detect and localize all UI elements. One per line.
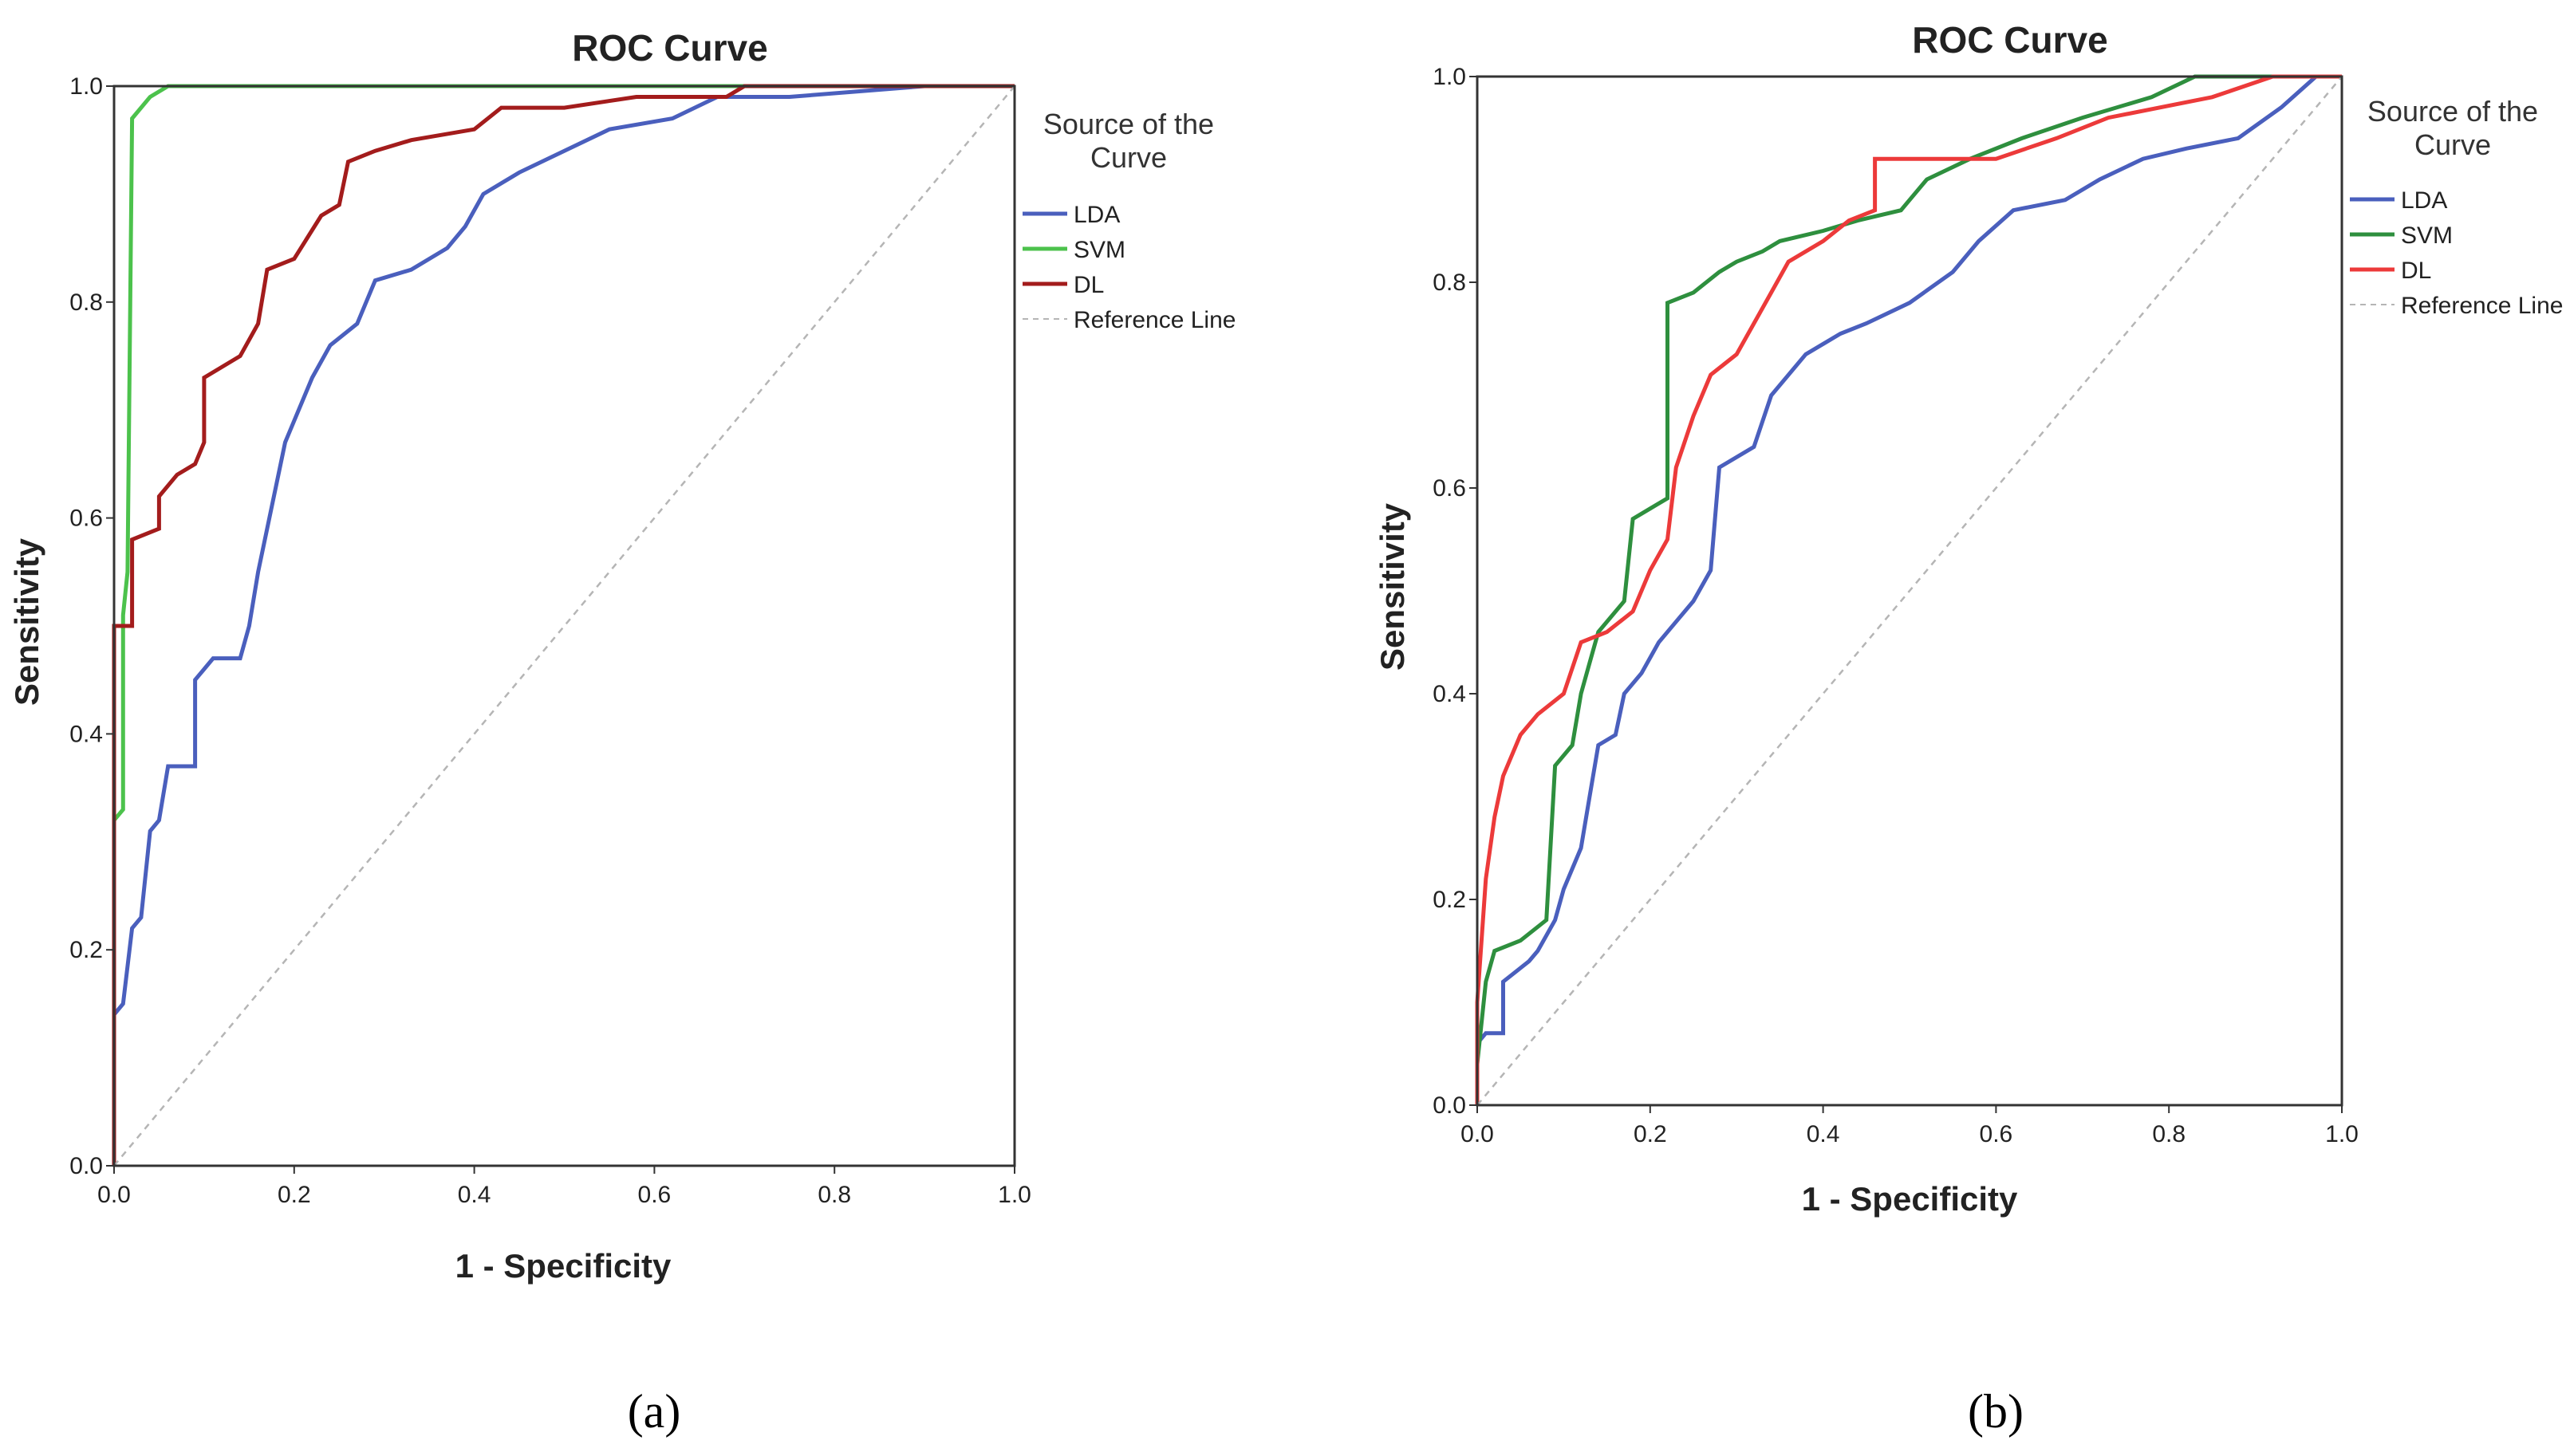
- y-tick-label: 0.6: [1433, 475, 1466, 502]
- y-tick-label: 0.2: [69, 937, 103, 963]
- roc-panel-a: ROC Curve 0.0 0.2 0.4 0.6 0.8 1.0 0.0 0.2 0.4 0.6…: [8, 27, 1236, 1285]
- legend: Source of the Curve LDA SVM DL Reference Li…: [2350, 95, 2563, 319]
- caption-a: (a): [628, 1385, 681, 1438]
- y-tick-label: 0.4: [1433, 681, 1466, 707]
- caption-b: (b): [1968, 1385, 2024, 1438]
- chart-title: ROC Curve: [1912, 19, 2107, 61]
- legend-title-line-2: Curve: [1090, 141, 1167, 174]
- x-tick-label: 0.6: [1980, 1121, 2013, 1147]
- x-tick-label: 1.0: [2325, 1121, 2359, 1147]
- x-tick-label: 0.0: [97, 1182, 131, 1208]
- x-tick-label: 0.8: [2152, 1121, 2186, 1147]
- x-tick-label: 1.0: [998, 1182, 1031, 1208]
- legend-title-line-1: Source of the: [1043, 108, 1214, 140]
- series-line-lda: [112, 84, 1015, 1166]
- plot-frame: [112, 85, 1016, 1167]
- x-tick-label: 0.0: [1460, 1121, 1494, 1147]
- y-tick-label: 0.6: [69, 506, 103, 532]
- legend-label-lda: LDA: [2401, 187, 2447, 214]
- legend-label-dl: DL: [1074, 272, 1104, 298]
- x-tick-label: 0.4: [458, 1182, 491, 1208]
- legend-title-line-1: Source of the: [2367, 95, 2538, 128]
- series-line-dl: [112, 84, 1015, 1166]
- series-line-lda: [1475, 74, 2342, 1105]
- legend-label-reference-line: Reference Line: [2401, 293, 2563, 319]
- chart-title: ROC Curve: [572, 27, 767, 69]
- x-tick-label: 0.2: [1634, 1121, 1667, 1147]
- legend: Source of the Curve LDA SVM DL Reference Li…: [1023, 108, 1236, 333]
- y-axis-label: Sensitivity: [8, 537, 45, 706]
- x-tick-label: 0.6: [638, 1182, 672, 1208]
- legend-label-svm: SVM: [2401, 222, 2453, 249]
- roc-panel-b: ROC Curve 0.0 0.2 0.4 0.6 0.8 1.0 0.0 0.2 0.4 0.6…: [1374, 19, 2563, 1218]
- series-line-svm: [112, 84, 1015, 1166]
- y-tick-label: 0.4: [69, 721, 103, 747]
- legend-label-lda: LDA: [1074, 202, 1120, 228]
- y-tick-label: 0.0: [1433, 1092, 1466, 1119]
- y-tick-label: 0.0: [69, 1153, 103, 1179]
- x-tick-label: 0.2: [278, 1182, 311, 1208]
- plot-frame: [1476, 75, 2343, 1107]
- series-line-reference-line: [1476, 76, 2343, 1106]
- series-line-dl: [1475, 74, 2342, 1105]
- legend-title-line-2: Curve: [2414, 128, 2491, 161]
- y-axis-label: Sensitivity: [1374, 502, 1411, 671]
- y-tick-label: 0.8: [69, 289, 103, 316]
- legend-label-svm: SVM: [1074, 237, 1125, 263]
- legend-label-reference-line: Reference Line: [1074, 307, 1236, 333]
- x-tick-label: 0.4: [1807, 1121, 1840, 1147]
- x-axis-label: 1 - Specificity: [455, 1247, 672, 1285]
- y-tick-label: 1.0: [69, 73, 103, 100]
- y-tick-label: 0.8: [1433, 270, 1466, 296]
- x-axis-label: 1 - Specificity: [1802, 1180, 2018, 1218]
- y-tick-label: 0.2: [1433, 887, 1466, 913]
- legend-label-dl: DL: [2401, 258, 2431, 284]
- y-tick-label: 1.0: [1433, 64, 1466, 90]
- x-tick-label: 0.8: [818, 1182, 851, 1208]
